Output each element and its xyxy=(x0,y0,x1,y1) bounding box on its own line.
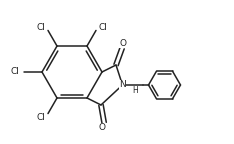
Text: N: N xyxy=(119,80,126,89)
Text: O: O xyxy=(120,39,127,48)
Text: H: H xyxy=(132,87,138,95)
Text: Cl: Cl xyxy=(37,113,45,122)
Text: Cl: Cl xyxy=(99,23,107,32)
Text: O: O xyxy=(99,123,106,132)
Text: Cl: Cl xyxy=(11,67,19,75)
Text: Cl: Cl xyxy=(37,23,45,32)
